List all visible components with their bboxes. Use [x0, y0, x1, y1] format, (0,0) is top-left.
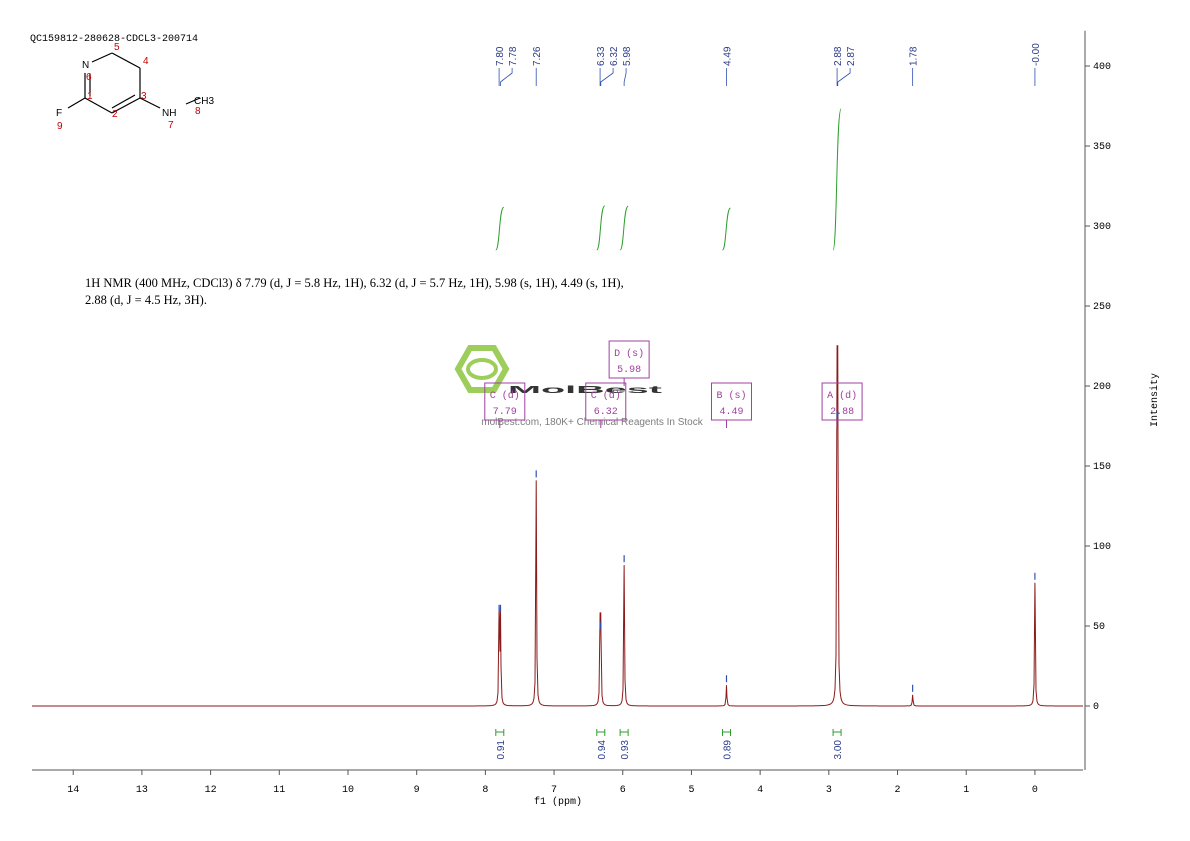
x-tick-label: 2	[895, 785, 901, 796]
peak-label-connector	[623, 68, 627, 86]
integral-curve	[619, 205, 629, 251]
y-tick-label: 300	[1093, 222, 1111, 233]
integral-label: 0.89	[722, 740, 733, 760]
multiplet-name: A (d)	[827, 390, 857, 402]
multiplet-name: C (d)	[490, 390, 520, 402]
atom-number: 9	[57, 121, 63, 132]
integral-bracket	[495, 729, 505, 736]
multiplet-name: D (s)	[614, 348, 644, 360]
x-tick-label: 0	[1032, 785, 1038, 796]
atom-number: 3	[141, 91, 147, 102]
integral-label: 3.00	[833, 740, 844, 760]
y-axis-label: Intensity	[1149, 373, 1161, 427]
multiplet-shift: 7.79	[493, 407, 517, 418]
y-tick-label: 0	[1093, 702, 1099, 713]
peak-label: -0.00	[1031, 43, 1042, 66]
integral-bracket	[832, 729, 842, 736]
peak-label: 7.26	[532, 46, 543, 66]
y-tick-label: 50	[1093, 622, 1105, 633]
integral-curve	[596, 205, 606, 251]
x-tick-label: 11	[273, 785, 285, 796]
peak-label-connector	[600, 68, 614, 86]
atom-number: 1	[87, 91, 93, 102]
y-tick-label: 400	[1093, 62, 1111, 73]
integral-bracket	[619, 729, 629, 736]
peak-label: 1.78	[909, 46, 920, 66]
structure	[67, 52, 201, 114]
x-axis-label: f1 (ppm)	[534, 796, 582, 808]
watermark-tagline: molBest.com, 180K+ Chemical Reagents In …	[481, 417, 703, 428]
atom-label: F	[56, 108, 62, 119]
peak-label: 5.98	[622, 46, 633, 66]
spectrum	[32, 345, 1083, 707]
multiplet-name: C (d)	[591, 390, 621, 402]
multiplet-box	[710, 382, 752, 421]
peak-label: 6.33	[596, 46, 607, 66]
atom-number: 8	[195, 106, 201, 117]
peak-label: 6.32	[609, 46, 620, 66]
multiplet-shift: 4.49	[719, 407, 743, 418]
y-tick-label: 100	[1093, 542, 1111, 553]
x-tick-label: 8	[482, 785, 488, 796]
y-tick-label: 150	[1093, 462, 1111, 473]
integral-label: 0.93	[620, 740, 631, 760]
multiplet-shift: 2.88	[830, 407, 854, 418]
peak-label-connector	[500, 68, 513, 86]
atom-number: 7	[168, 120, 174, 131]
x-tick-label: 14	[67, 785, 79, 796]
integral-curve	[721, 207, 731, 251]
chart-title: QC159812-280628-CDCL3-200714	[30, 34, 198, 45]
integral-label: 0.94	[597, 740, 608, 760]
x-tick-label: 13	[136, 785, 148, 796]
nmr-description: 1H NMR (400 MHz, CDCl3) δ 7.79 (d, J = 5…	[85, 276, 624, 307]
integral-curve	[495, 206, 505, 251]
multiplet-shift: 5.98	[617, 365, 641, 376]
x-tick-label: 10	[342, 785, 354, 796]
peak-label: 7.78	[508, 46, 519, 66]
peak-label: 7.80	[495, 46, 506, 66]
atom-number: 5	[114, 42, 120, 53]
atom-label: N	[82, 60, 89, 71]
multiplet-box	[585, 382, 627, 421]
x-tick-label: 6	[620, 785, 626, 796]
y-tick-label: 250	[1093, 302, 1111, 313]
multiplet-box	[608, 340, 650, 379]
integral-bracket	[596, 729, 606, 736]
peak-label: 2.87	[846, 46, 857, 66]
x-tick-label: 3	[826, 785, 832, 796]
integral-curve	[832, 108, 842, 251]
y-tick-label: 350	[1093, 142, 1111, 153]
peak-label: 2.88	[833, 46, 844, 66]
atom-label: CH3	[194, 96, 214, 107]
x-tick-label: 12	[205, 785, 217, 796]
x-tick-label: 4	[757, 785, 763, 796]
multiplet-shift: 6.32	[594, 407, 618, 418]
x-tick-label: 9	[414, 785, 420, 796]
atom-number: 6	[86, 72, 92, 83]
integral-bracket	[721, 729, 731, 736]
x-tick-label: 5	[688, 785, 694, 796]
y-tick-label: 200	[1093, 382, 1111, 393]
multiplet-box	[484, 382, 526, 421]
atom-number: 4	[143, 56, 149, 67]
peak-label-connector	[837, 68, 851, 86]
peak-label: 4.49	[722, 46, 733, 66]
x-tick-label: 7	[551, 785, 557, 796]
multiplet-name: B (s)	[716, 390, 746, 402]
watermark-logo: MolBest	[508, 385, 665, 396]
multiplet-box	[821, 382, 863, 421]
x-tick-label: 1	[963, 785, 969, 796]
watermark: MolBest molBest.com, 180K+ Chemical Reag…	[454, 345, 704, 428]
integral-label: 0.91	[496, 740, 507, 760]
atom-number: 2	[112, 109, 118, 120]
atom-label: NH	[162, 108, 176, 119]
